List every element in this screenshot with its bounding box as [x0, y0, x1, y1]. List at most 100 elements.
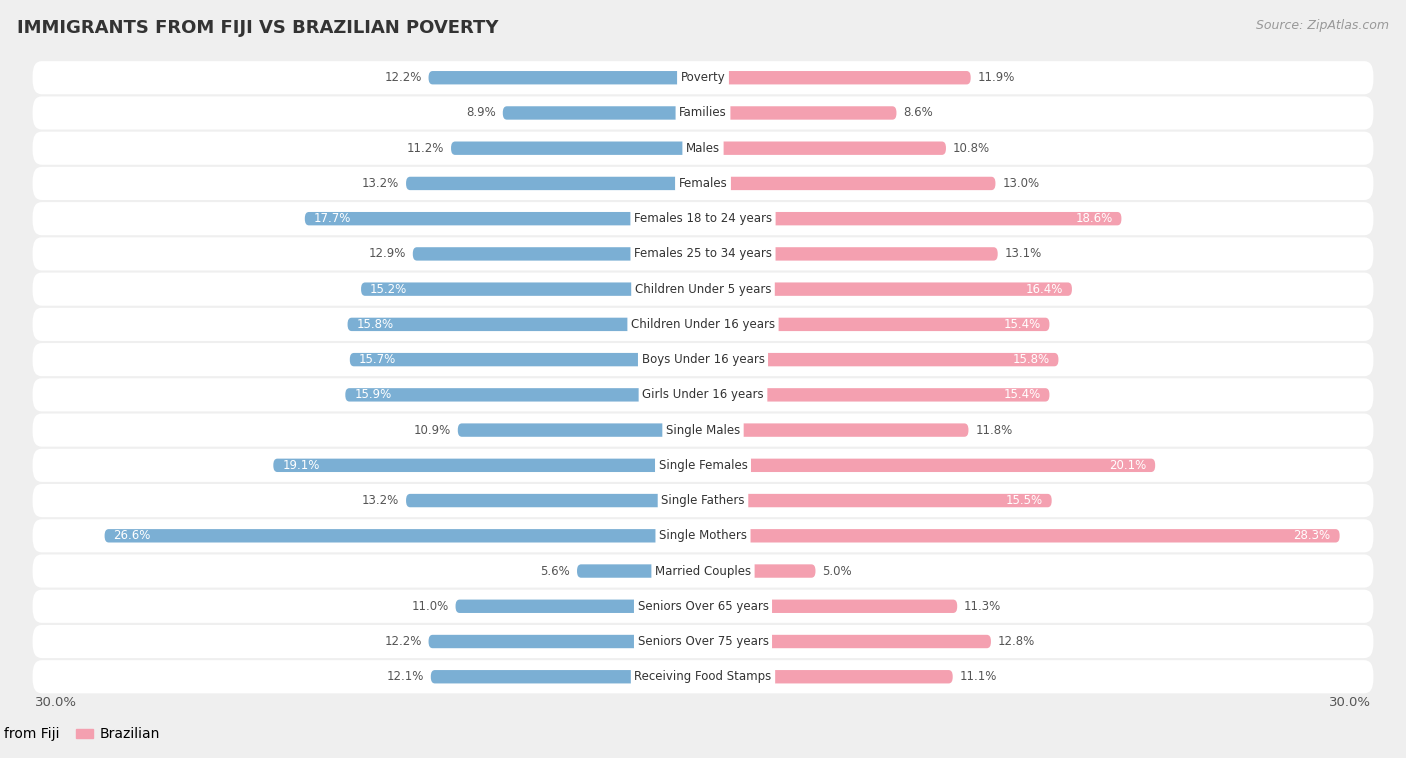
- Text: Seniors Over 75 years: Seniors Over 75 years: [637, 635, 769, 648]
- FancyBboxPatch shape: [347, 318, 703, 331]
- Text: 5.6%: 5.6%: [540, 565, 571, 578]
- FancyBboxPatch shape: [346, 388, 703, 402]
- FancyBboxPatch shape: [703, 318, 1049, 331]
- Text: 11.3%: 11.3%: [965, 600, 1001, 612]
- FancyBboxPatch shape: [32, 414, 1374, 446]
- FancyBboxPatch shape: [32, 237, 1374, 271]
- Text: Source: ZipAtlas.com: Source: ZipAtlas.com: [1256, 19, 1389, 32]
- Text: 15.4%: 15.4%: [1004, 318, 1040, 331]
- FancyBboxPatch shape: [32, 378, 1374, 412]
- Text: 17.7%: 17.7%: [314, 212, 352, 225]
- Text: 11.1%: 11.1%: [959, 670, 997, 683]
- Text: 11.0%: 11.0%: [412, 600, 449, 612]
- Text: Poverty: Poverty: [681, 71, 725, 84]
- FancyBboxPatch shape: [503, 106, 703, 120]
- Text: Children Under 5 years: Children Under 5 years: [634, 283, 772, 296]
- Text: 11.2%: 11.2%: [406, 142, 444, 155]
- Legend: Immigrants from Fiji, Brazilian: Immigrants from Fiji, Brazilian: [0, 722, 166, 747]
- FancyBboxPatch shape: [32, 449, 1374, 482]
- Text: 12.9%: 12.9%: [368, 247, 406, 261]
- FancyBboxPatch shape: [703, 565, 815, 578]
- FancyBboxPatch shape: [451, 142, 703, 155]
- FancyBboxPatch shape: [703, 212, 1122, 225]
- Text: IMMIGRANTS FROM FIJI VS BRAZILIAN POVERTY: IMMIGRANTS FROM FIJI VS BRAZILIAN POVERT…: [17, 19, 498, 37]
- Text: 30.0%: 30.0%: [35, 696, 77, 709]
- Text: Females: Females: [679, 177, 727, 190]
- Text: 26.6%: 26.6%: [114, 529, 150, 542]
- Text: Single Fathers: Single Fathers: [661, 494, 745, 507]
- Text: Seniors Over 65 years: Seniors Over 65 years: [637, 600, 769, 612]
- Text: 8.9%: 8.9%: [467, 106, 496, 120]
- Text: 30.0%: 30.0%: [1329, 696, 1371, 709]
- Text: Single Males: Single Males: [666, 424, 740, 437]
- Text: Children Under 16 years: Children Under 16 years: [631, 318, 775, 331]
- FancyBboxPatch shape: [576, 565, 703, 578]
- Text: 12.1%: 12.1%: [387, 670, 425, 683]
- Text: 10.9%: 10.9%: [413, 424, 451, 437]
- FancyBboxPatch shape: [32, 519, 1374, 553]
- Text: 13.0%: 13.0%: [1002, 177, 1039, 190]
- FancyBboxPatch shape: [703, 634, 991, 648]
- FancyBboxPatch shape: [104, 529, 703, 543]
- FancyBboxPatch shape: [458, 424, 703, 437]
- FancyBboxPatch shape: [430, 670, 703, 684]
- FancyBboxPatch shape: [703, 459, 1156, 472]
- FancyBboxPatch shape: [703, 388, 1049, 402]
- FancyBboxPatch shape: [429, 634, 703, 648]
- FancyBboxPatch shape: [703, 529, 1340, 543]
- Text: 18.6%: 18.6%: [1076, 212, 1112, 225]
- FancyBboxPatch shape: [32, 484, 1374, 517]
- Text: Families: Families: [679, 106, 727, 120]
- FancyBboxPatch shape: [32, 96, 1374, 130]
- Text: Single Females: Single Females: [658, 459, 748, 471]
- Text: 15.7%: 15.7%: [359, 353, 396, 366]
- Text: Females 25 to 34 years: Females 25 to 34 years: [634, 247, 772, 261]
- FancyBboxPatch shape: [703, 71, 970, 84]
- FancyBboxPatch shape: [703, 424, 969, 437]
- Text: 15.4%: 15.4%: [1004, 388, 1040, 401]
- FancyBboxPatch shape: [32, 590, 1374, 623]
- FancyBboxPatch shape: [32, 167, 1374, 200]
- Text: 8.6%: 8.6%: [903, 106, 934, 120]
- FancyBboxPatch shape: [413, 247, 703, 261]
- FancyBboxPatch shape: [32, 273, 1374, 305]
- FancyBboxPatch shape: [32, 343, 1374, 376]
- FancyBboxPatch shape: [703, 600, 957, 613]
- Text: 15.5%: 15.5%: [1005, 494, 1043, 507]
- FancyBboxPatch shape: [429, 71, 703, 84]
- FancyBboxPatch shape: [703, 494, 1052, 507]
- Text: 13.1%: 13.1%: [1004, 247, 1042, 261]
- FancyBboxPatch shape: [350, 353, 703, 366]
- Text: 15.2%: 15.2%: [370, 283, 408, 296]
- Text: Females 18 to 24 years: Females 18 to 24 years: [634, 212, 772, 225]
- Text: 12.2%: 12.2%: [384, 635, 422, 648]
- FancyBboxPatch shape: [305, 212, 703, 225]
- FancyBboxPatch shape: [406, 177, 703, 190]
- Text: 12.2%: 12.2%: [384, 71, 422, 84]
- FancyBboxPatch shape: [703, 142, 946, 155]
- Text: 15.8%: 15.8%: [357, 318, 394, 331]
- FancyBboxPatch shape: [703, 177, 995, 190]
- Text: Single Mothers: Single Mothers: [659, 529, 747, 542]
- Text: Males: Males: [686, 142, 720, 155]
- Text: 10.8%: 10.8%: [953, 142, 990, 155]
- FancyBboxPatch shape: [32, 555, 1374, 587]
- FancyBboxPatch shape: [32, 202, 1374, 235]
- FancyBboxPatch shape: [703, 670, 953, 684]
- FancyBboxPatch shape: [32, 660, 1374, 694]
- Text: Boys Under 16 years: Boys Under 16 years: [641, 353, 765, 366]
- FancyBboxPatch shape: [32, 625, 1374, 658]
- FancyBboxPatch shape: [273, 459, 703, 472]
- Text: 11.9%: 11.9%: [977, 71, 1015, 84]
- FancyBboxPatch shape: [32, 308, 1374, 341]
- Text: 15.9%: 15.9%: [354, 388, 391, 401]
- FancyBboxPatch shape: [703, 106, 897, 120]
- FancyBboxPatch shape: [32, 132, 1374, 164]
- Text: 20.1%: 20.1%: [1109, 459, 1146, 471]
- Text: Receiving Food Stamps: Receiving Food Stamps: [634, 670, 772, 683]
- Text: 11.8%: 11.8%: [976, 424, 1012, 437]
- FancyBboxPatch shape: [32, 61, 1374, 94]
- Text: Girls Under 16 years: Girls Under 16 years: [643, 388, 763, 401]
- FancyBboxPatch shape: [703, 353, 1059, 366]
- Text: 5.0%: 5.0%: [823, 565, 852, 578]
